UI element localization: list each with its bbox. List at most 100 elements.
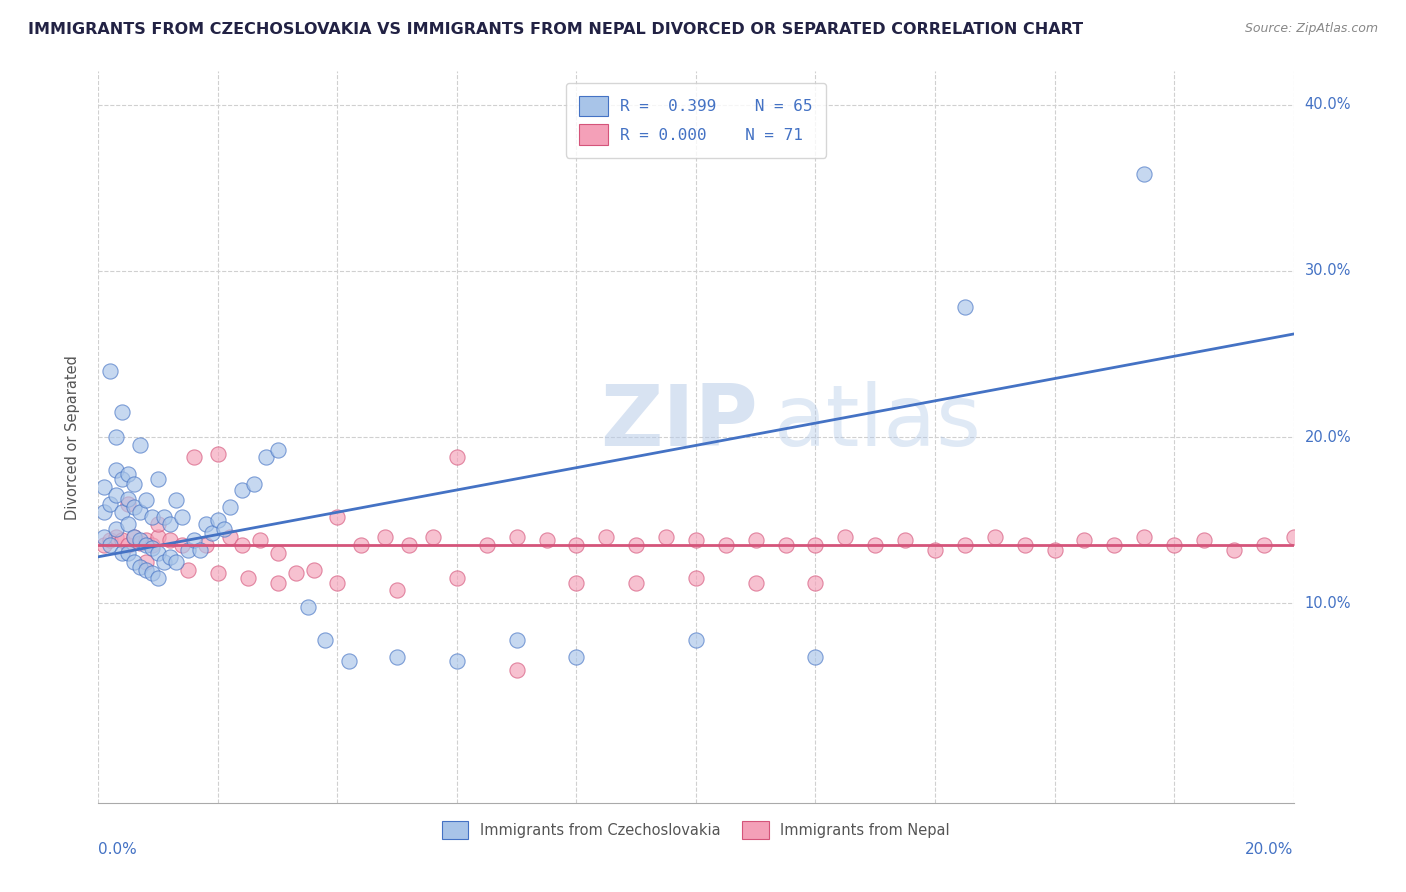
Point	[117, 546, 139, 560]
Point	[1133, 530, 1156, 544]
Point	[177, 563, 200, 577]
Point	[1073, 533, 1095, 548]
Point	[124, 500, 146, 514]
Point	[745, 533, 768, 548]
Point	[1104, 538, 1126, 552]
Point	[685, 571, 707, 585]
Point	[284, 566, 307, 581]
Point	[565, 576, 588, 591]
Point	[129, 438, 152, 452]
Point	[141, 538, 163, 552]
Point	[595, 530, 617, 544]
Text: IMMIGRANTS FROM CZECHOSLOVAKIA VS IMMIGRANTS FROM NEPAL DIVORCED OR SEPARATED CO: IMMIGRANTS FROM CZECHOSLOVAKIA VS IMMIGR…	[28, 22, 1083, 37]
Point	[141, 566, 163, 581]
Point	[565, 538, 588, 552]
Point	[135, 493, 157, 508]
Point	[297, 599, 319, 614]
Point	[172, 509, 194, 524]
Point	[159, 516, 181, 531]
Point	[1223, 543, 1246, 558]
Point	[172, 538, 194, 552]
Point	[159, 549, 181, 564]
Point	[326, 576, 349, 591]
Point	[105, 463, 128, 477]
Point	[105, 430, 128, 444]
Point	[422, 530, 444, 544]
Point	[326, 509, 349, 524]
Point	[111, 405, 134, 419]
Point	[124, 476, 146, 491]
Point	[111, 533, 134, 548]
Point	[129, 505, 152, 519]
Point	[506, 530, 529, 544]
Point	[953, 538, 976, 552]
Point	[834, 530, 856, 544]
Point	[249, 533, 271, 548]
Point	[1253, 538, 1275, 552]
Point	[804, 576, 827, 591]
Point	[398, 538, 420, 552]
Point	[177, 543, 200, 558]
Point	[446, 655, 468, 669]
Text: 20.0%: 20.0%	[1305, 430, 1351, 444]
Point	[219, 530, 242, 544]
Point	[1133, 168, 1156, 182]
Point	[207, 447, 229, 461]
Point	[93, 505, 115, 519]
Point	[105, 521, 128, 535]
Point	[565, 649, 588, 664]
Point	[267, 546, 290, 560]
Point	[148, 472, 170, 486]
Point	[124, 530, 146, 544]
Point	[385, 582, 409, 597]
Point	[141, 541, 163, 556]
Point	[117, 516, 139, 531]
Text: 10.0%: 10.0%	[1305, 596, 1351, 611]
Point	[111, 546, 134, 560]
Text: 30.0%: 30.0%	[1305, 263, 1351, 278]
Point	[536, 533, 558, 548]
Point	[953, 301, 976, 315]
Point	[267, 576, 290, 591]
Point	[254, 450, 277, 464]
Point	[135, 555, 157, 569]
Point	[165, 493, 187, 508]
Text: ZIP: ZIP	[600, 381, 758, 464]
Text: Source: ZipAtlas.com: Source: ZipAtlas.com	[1244, 22, 1378, 36]
Point	[105, 488, 128, 502]
Point	[212, 521, 235, 535]
Point	[506, 663, 529, 677]
Point	[93, 480, 115, 494]
Point	[148, 516, 170, 531]
Point	[129, 536, 152, 550]
Point	[195, 538, 218, 552]
Point	[98, 363, 122, 377]
Point	[207, 566, 229, 581]
Text: 20.0%: 20.0%	[1246, 842, 1294, 856]
Point	[98, 538, 122, 552]
Point	[804, 649, 827, 664]
Point	[655, 530, 678, 544]
Point	[129, 559, 152, 574]
Point	[894, 533, 917, 548]
Point	[924, 543, 946, 558]
Point	[117, 538, 139, 552]
Text: atlas: atlas	[773, 381, 981, 464]
Point	[195, 516, 218, 531]
Point	[231, 483, 253, 498]
Point	[685, 533, 707, 548]
Point	[302, 563, 325, 577]
Point	[153, 509, 176, 524]
Point	[148, 530, 170, 544]
Point	[446, 571, 468, 585]
Point	[1014, 538, 1036, 552]
Point	[105, 530, 128, 544]
Text: 40.0%: 40.0%	[1305, 97, 1351, 112]
Point	[865, 538, 887, 552]
Point	[1282, 530, 1305, 544]
Point	[984, 530, 1007, 544]
Point	[111, 472, 134, 486]
Point	[236, 571, 259, 585]
Point	[1192, 533, 1215, 548]
Text: Divorced or Separated: Divorced or Separated	[65, 355, 80, 519]
